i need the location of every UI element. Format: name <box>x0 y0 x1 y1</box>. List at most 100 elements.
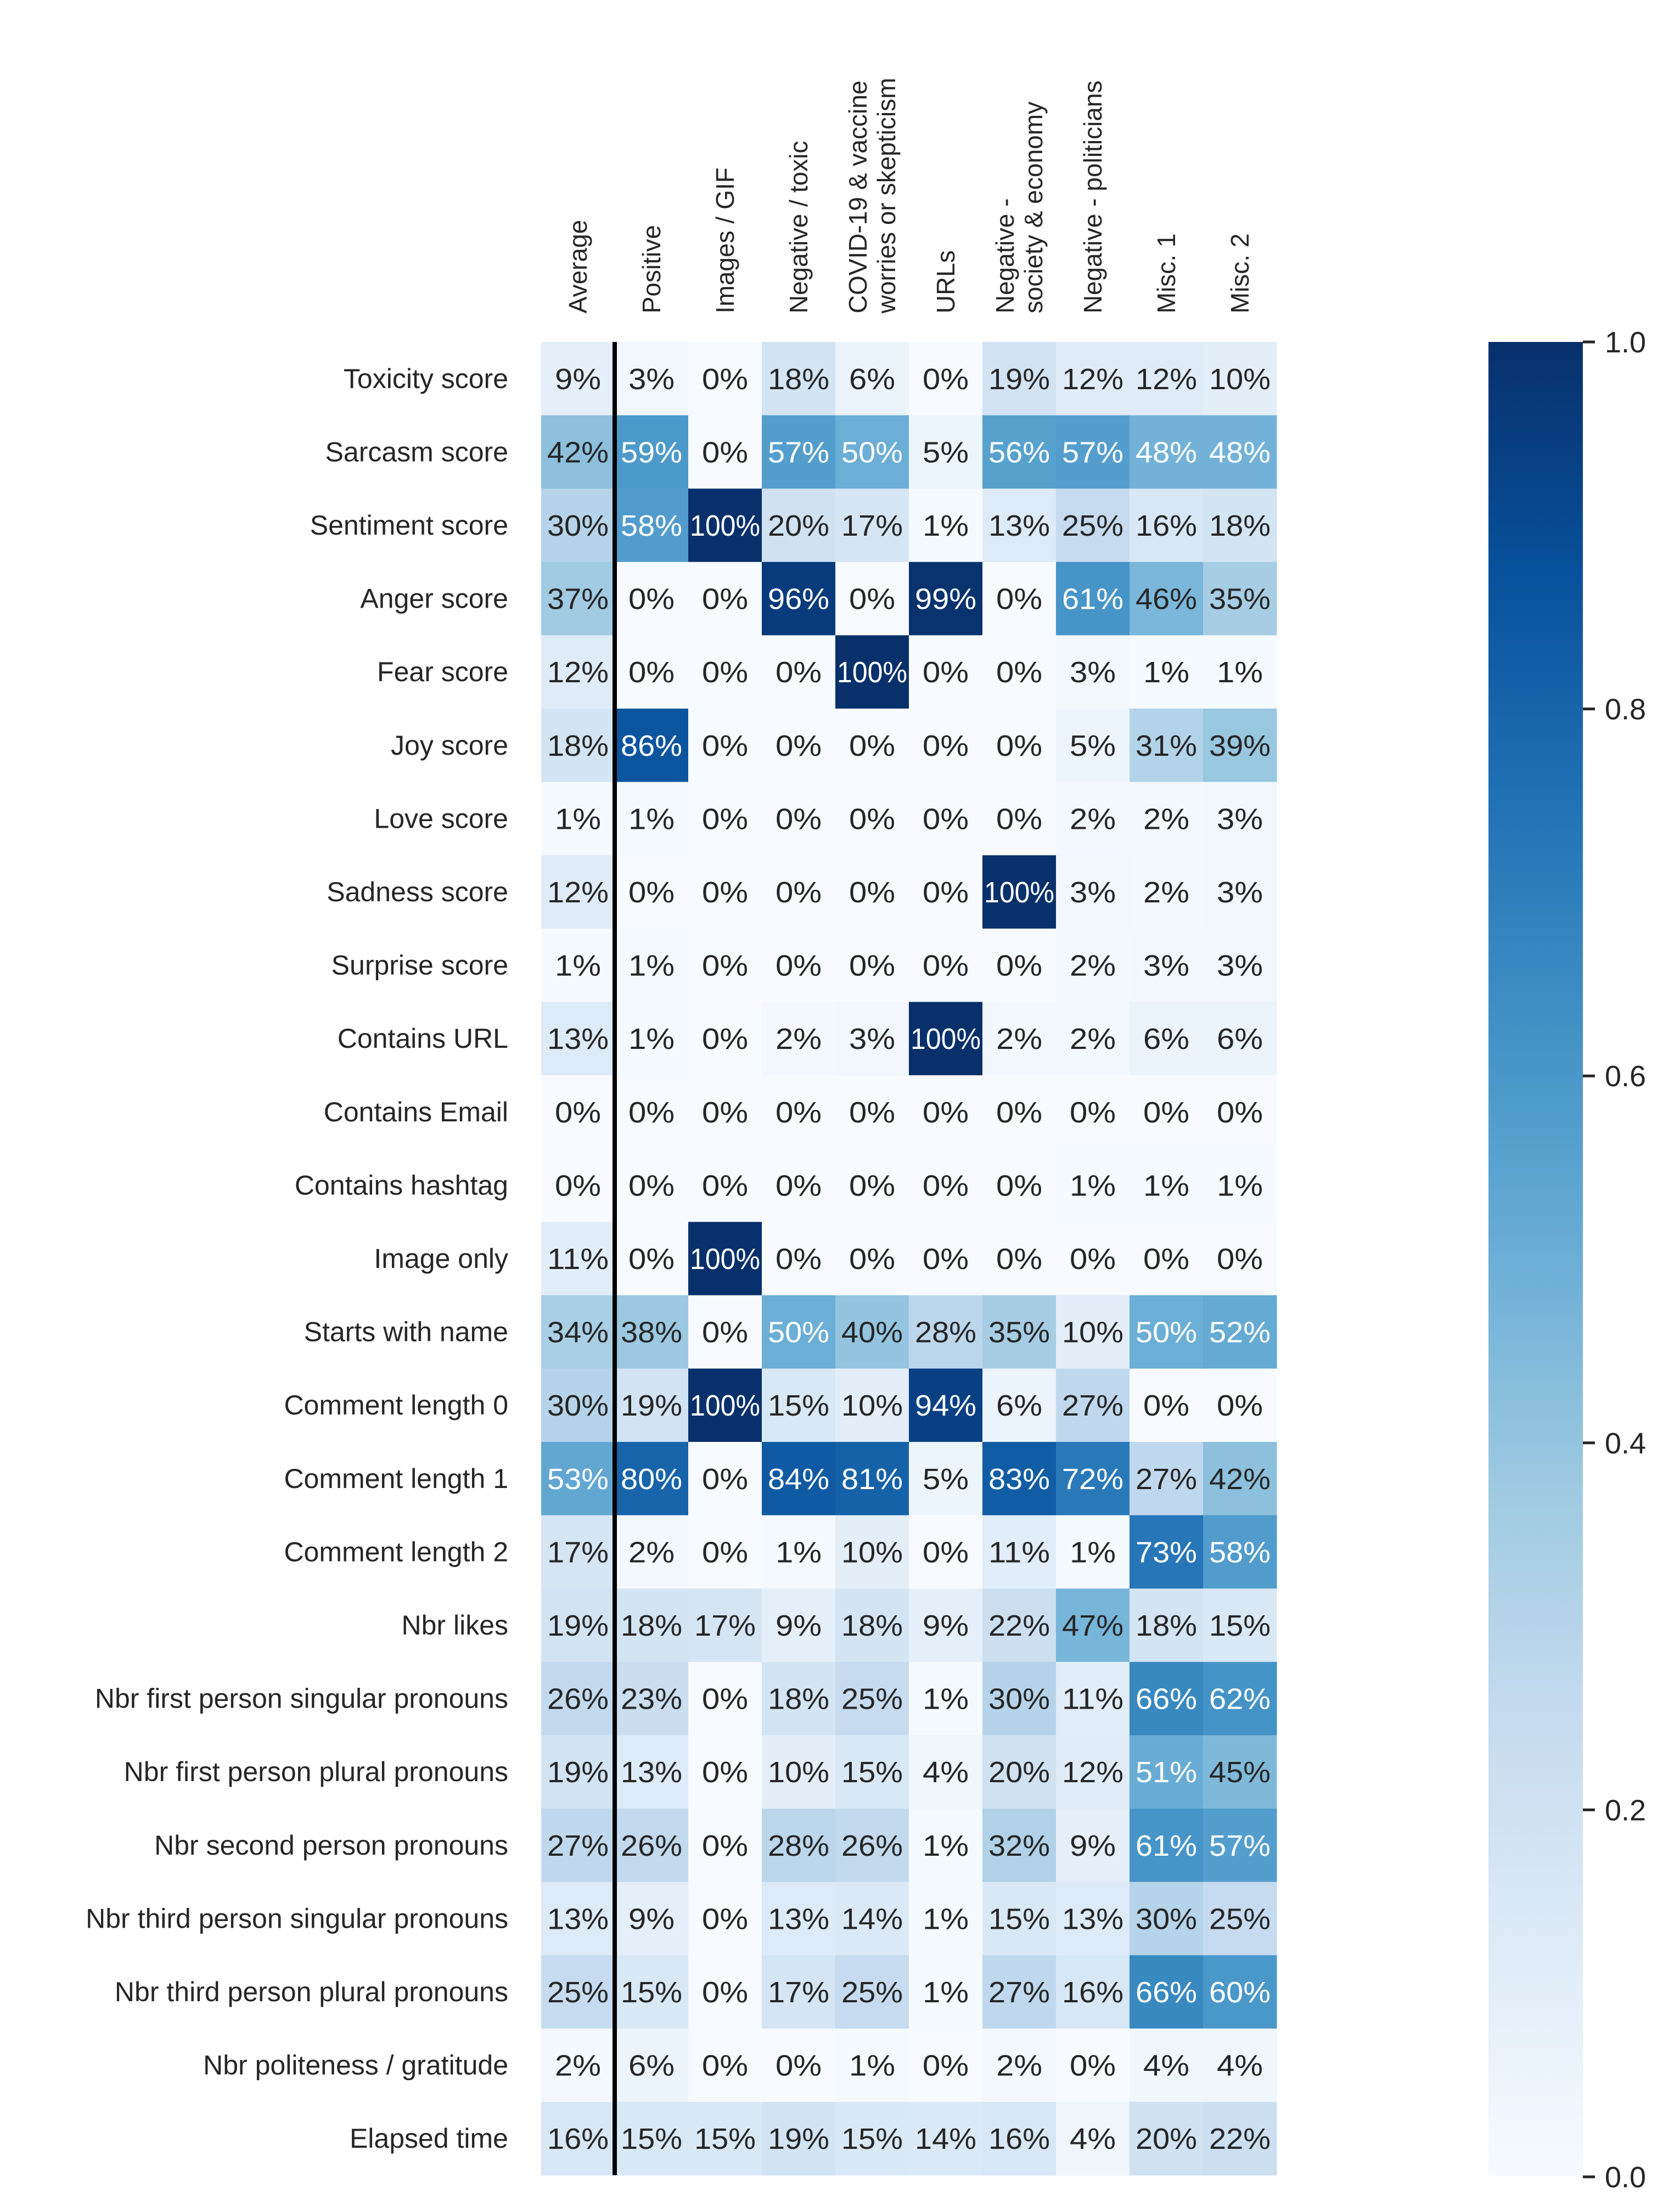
cell-value-label: 12% <box>1136 363 1197 396</box>
heatmap-cell <box>1130 928 1204 1002</box>
cell-value-label: 0% <box>1070 1243 1116 1276</box>
heatmap-cell <box>615 1075 689 1149</box>
heatmap-cell <box>1130 782 1204 856</box>
cell-value-label: 94% <box>915 1389 976 1422</box>
heatmap-cell <box>909 1295 983 1369</box>
heatmap-cell <box>909 1442 983 1516</box>
heatmap-cell <box>909 1222 983 1296</box>
heatmap-cell <box>762 562 836 636</box>
heatmap-cell <box>541 1148 615 1222</box>
cell-value-label: 6% <box>996 1389 1042 1422</box>
cell-value-label: 59% <box>621 436 682 469</box>
cell-value-label: 0% <box>776 802 822 835</box>
cell-value-label: 0% <box>1217 1389 1263 1422</box>
heatmap-cell <box>688 1148 762 1222</box>
heatmap-cell <box>1056 709 1130 783</box>
heatmap-cell <box>541 489 615 563</box>
heatmap-cell <box>762 1222 836 1296</box>
colorbar-tick-label: 0.4 <box>1605 1427 1646 1460</box>
heatmap-cell <box>835 415 909 489</box>
cell-value-label: 13% <box>988 509 1050 542</box>
heatmap-cell <box>1203 1882 1277 1956</box>
cell-value-label: 0% <box>1143 1243 1189 1276</box>
heatmap-cell <box>762 635 836 709</box>
row-label-nbr-likes: Nbr likes <box>402 1610 508 1641</box>
heatmap-cell <box>835 2028 909 2102</box>
cell-value-label: 0% <box>996 729 1042 762</box>
cell-value-label: 13% <box>547 1023 609 1055</box>
cell-value-label: 9% <box>776 1609 822 1642</box>
cell-value-label: 12% <box>547 656 609 689</box>
cell-value-label: 60% <box>1209 1976 1271 2009</box>
heatmap-cell <box>541 1955 615 2029</box>
cell-value-label: 31% <box>1136 729 1197 762</box>
cell-value-label: 10% <box>841 1389 903 1422</box>
row-label-sadness-score: Sadness score <box>327 877 508 907</box>
cell-value-label: 32% <box>988 1829 1050 1862</box>
cell-value-label: 0% <box>776 1243 822 1276</box>
cell-value-label: 16% <box>988 2123 1050 2155</box>
heatmap-cell <box>1130 1882 1204 1956</box>
cell-value-label: 15% <box>988 1902 1050 1935</box>
heatmap-cell <box>909 415 983 489</box>
row-label-nbr-first-person-singular-pronouns: Nbr first person singular pronouns <box>95 1683 508 1714</box>
cell-value-label: 83% <box>988 1463 1050 1496</box>
cell-value-label: 2% <box>1070 1023 1116 1055</box>
cell-value-label: 2% <box>776 1023 822 1055</box>
cell-value-label: 2% <box>1070 950 1116 982</box>
heatmap-cell <box>541 1442 615 1516</box>
cell-value-label: 1% <box>628 1023 675 1055</box>
heatmap-cell <box>835 1442 909 1516</box>
heatmap-cell <box>615 2102 689 2176</box>
cell-value-label: 0% <box>555 1096 601 1129</box>
cell-value-label: 0% <box>1143 1389 1189 1422</box>
heatmap-cell <box>835 1002 909 1076</box>
cell-value-label: 14% <box>841 1902 903 1935</box>
cell-value-label: 25% <box>841 1683 903 1716</box>
cell-value-label: 57% <box>1209 1829 1271 1862</box>
cell-value-label: 6% <box>1217 1023 1263 1055</box>
heatmap-cell <box>835 562 909 636</box>
cell-value-label: 0% <box>1217 1243 1263 1276</box>
heatmap-cell <box>1203 1002 1277 1076</box>
heatmap-cell <box>835 1661 909 1736</box>
row-label-surprise-score: Surprise score <box>331 950 508 981</box>
cell-value-label: 6% <box>849 363 895 396</box>
heatmap-cell <box>982 1882 1057 1956</box>
cell-value-label: 11% <box>1062 1683 1123 1716</box>
cell-value-label: 100% <box>690 1389 760 1422</box>
heatmap-cell <box>688 1882 762 1956</box>
heatmap-cell <box>1130 1295 1204 1369</box>
cell-value-label: 0% <box>776 656 822 689</box>
heatmap-cell <box>1203 1735 1277 1809</box>
heatmap-cell <box>1056 1442 1130 1516</box>
heatmap-cell <box>1203 782 1277 856</box>
heatmap-cell <box>541 1588 615 1663</box>
heatmap-cell <box>909 782 983 856</box>
heatmap-cell <box>982 855 1057 929</box>
cell-value-label: 50% <box>1136 1316 1197 1349</box>
cell-value-label: 18% <box>1209 509 1271 542</box>
cell-value-label: 2% <box>996 2050 1042 2082</box>
cell-value-label: 58% <box>621 509 682 542</box>
row-label-starts-with-name: Starts with name <box>304 1317 508 1347</box>
heatmap-cell <box>835 635 909 709</box>
heatmap-cell <box>1130 1515 1204 1589</box>
heatmap-cell <box>835 1148 909 1222</box>
cell-value-label: 26% <box>841 1829 903 1862</box>
cell-value-label: 26% <box>547 1683 609 1716</box>
cell-value-label: 19% <box>768 2123 829 2155</box>
cell-value-label: 1% <box>628 950 675 982</box>
cell-value-label: 40% <box>841 1316 903 1349</box>
row-label-nbr-third-person-plural-pronouns: Nbr third person plural pronouns <box>115 1977 508 2007</box>
heatmap-cell <box>1056 1588 1130 1663</box>
heatmap-cell <box>541 709 615 783</box>
heatmap-cell <box>909 1735 983 1809</box>
cell-value-label: 0% <box>628 1243 675 1276</box>
heatmap-cell <box>1203 489 1277 563</box>
heatmap-cell <box>762 1368 836 1442</box>
heatmap-cell <box>541 782 615 856</box>
heatmap-cell <box>688 1368 762 1442</box>
cell-value-label: 30% <box>1136 1902 1197 1935</box>
cell-value-label: 61% <box>1136 1829 1197 1862</box>
